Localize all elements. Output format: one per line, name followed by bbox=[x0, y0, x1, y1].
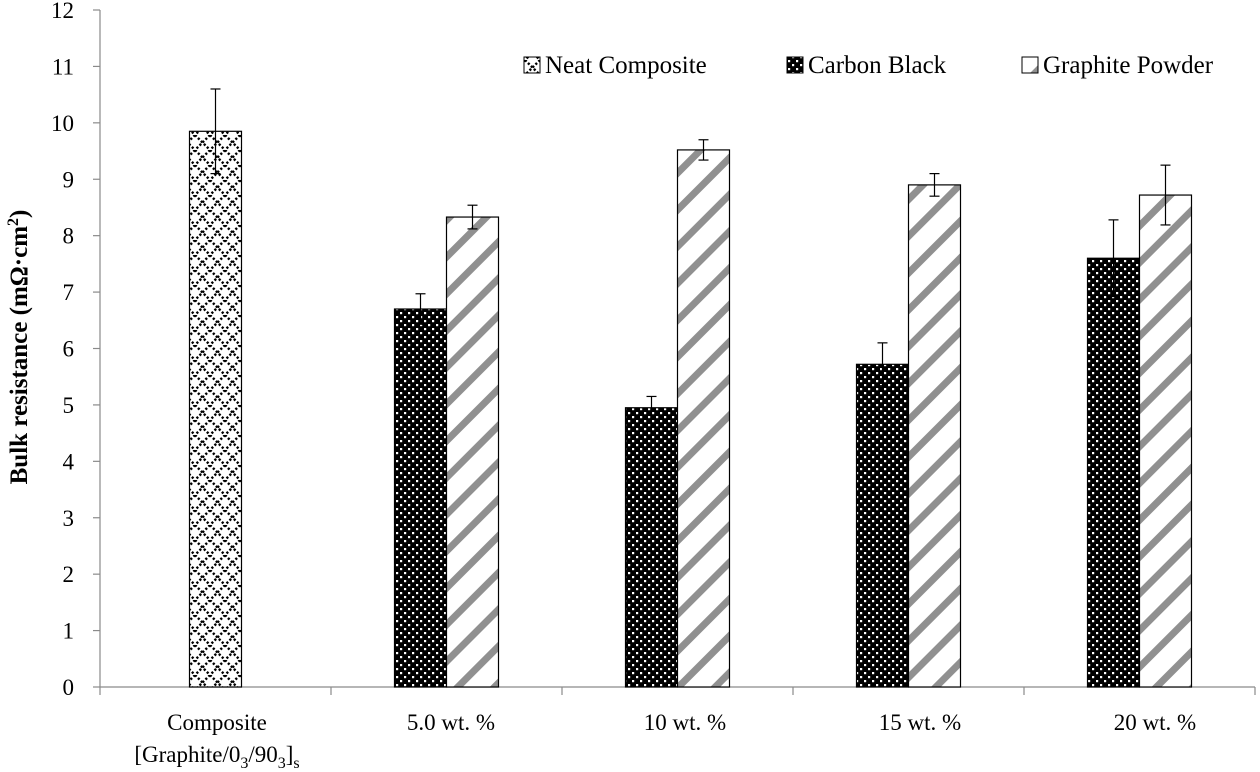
y-tick-label-9: 9 bbox=[63, 167, 75, 192]
category-label-15wt: 15 wt. % bbox=[879, 710, 961, 735]
bar-graphite-powder-1 bbox=[445, 216, 500, 688]
category-label-20wt: 20 wt. % bbox=[1114, 710, 1196, 735]
y-axis-label: Bulk resistance (mΩ·cm2) bbox=[5, 210, 33, 485]
bar-graphite-powder-3 bbox=[907, 184, 962, 688]
y-tick-label-8: 8 bbox=[63, 224, 75, 249]
legend-label-carbon-black: Carbon Black bbox=[808, 52, 947, 79]
bars bbox=[188, 130, 1193, 688]
bar-carbon-black-3 bbox=[855, 363, 910, 688]
y-tick-label-2: 2 bbox=[63, 562, 75, 587]
y-tick-label-4: 4 bbox=[63, 449, 75, 474]
y-tick-label-0: 0 bbox=[63, 675, 75, 700]
legend-label-graphite-powder: Graphite Powder bbox=[1043, 52, 1214, 79]
bar-carbon-black-2 bbox=[624, 407, 679, 688]
bar-neat-composite-0 bbox=[188, 130, 243, 688]
category-label-10wt: 10 wt. % bbox=[644, 710, 726, 735]
bar-graphite-powder-4 bbox=[1138, 194, 1193, 688]
legend-swatch-graphite-powder bbox=[1021, 56, 1039, 74]
category-label-composite-layup: [Graphite/03/903]s bbox=[134, 742, 299, 772]
legend-swatch-neat-composite bbox=[523, 56, 541, 74]
category-label-composite: Composite bbox=[167, 710, 267, 735]
y-tick-label-5: 5 bbox=[63, 393, 75, 418]
error-bars bbox=[210, 88, 1171, 420]
legend-swatch-carbon-black bbox=[786, 56, 804, 74]
y-tick-label-7: 7 bbox=[63, 280, 75, 305]
bar-carbon-black-4 bbox=[1086, 257, 1141, 688]
y-tick-label-10: 10 bbox=[51, 111, 74, 136]
y-tick-label-11: 11 bbox=[52, 54, 74, 79]
category-label-5wt: 5.0 wt. % bbox=[407, 710, 495, 735]
x-axis bbox=[99, 686, 1256, 695]
y-tick-label-1: 1 bbox=[63, 619, 75, 644]
y-tick-label-3: 3 bbox=[63, 506, 75, 531]
legend: Neat Composite Carbon Black Graphite Pow… bbox=[523, 52, 1214, 79]
category-labels: Composite [Graphite/03/903]s 5.0 wt. % 1… bbox=[134, 710, 1196, 772]
y-tick-label-12: 12 bbox=[51, 0, 74, 23]
y-tick-label-6: 6 bbox=[63, 337, 75, 362]
legend-label-neat-composite: Neat Composite bbox=[545, 52, 707, 79]
bar-carbon-black-1 bbox=[393, 308, 448, 688]
bar-graphite-powder-2 bbox=[676, 149, 731, 688]
